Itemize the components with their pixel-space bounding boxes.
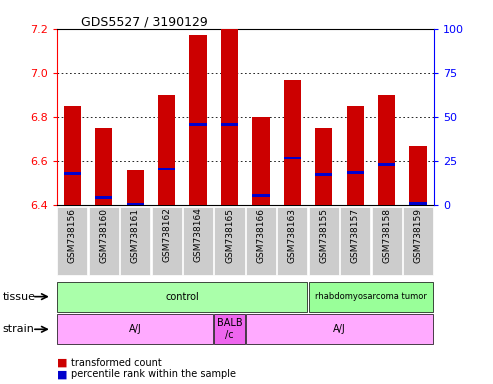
Bar <box>189 123 207 126</box>
Text: strain: strain <box>2 324 35 334</box>
Text: GSM738165: GSM738165 <box>225 208 234 263</box>
Text: transformed count: transformed count <box>71 358 162 368</box>
Text: GSM738164: GSM738164 <box>194 208 203 262</box>
Bar <box>57 281 308 312</box>
Text: GSM738163: GSM738163 <box>288 208 297 263</box>
Text: GSM738159: GSM738159 <box>414 208 423 263</box>
Text: GDS5527 / 3190129: GDS5527 / 3190129 <box>81 15 208 28</box>
Bar <box>89 207 119 275</box>
Bar <box>278 207 308 275</box>
Bar <box>246 314 433 344</box>
Bar <box>410 146 427 205</box>
Bar <box>183 207 213 275</box>
Bar <box>57 207 87 275</box>
Bar <box>378 95 395 205</box>
Bar <box>64 106 81 205</box>
Bar <box>309 207 339 275</box>
Bar <box>57 314 213 344</box>
Bar <box>403 207 433 275</box>
Text: percentile rank within the sample: percentile rank within the sample <box>71 369 237 379</box>
Bar <box>95 128 112 205</box>
Text: GSM738156: GSM738156 <box>68 208 77 263</box>
Text: ■: ■ <box>57 358 67 368</box>
Text: GSM738166: GSM738166 <box>256 208 266 263</box>
Bar <box>252 194 270 197</box>
Text: GSM738161: GSM738161 <box>131 208 140 263</box>
Bar <box>158 95 176 205</box>
Text: GSM738160: GSM738160 <box>99 208 108 263</box>
Bar <box>284 157 301 159</box>
Bar <box>284 79 301 205</box>
Bar <box>120 207 150 275</box>
Bar <box>214 207 245 275</box>
Text: rhabdomyosarcoma tumor: rhabdomyosarcoma tumor <box>315 292 427 301</box>
Bar <box>64 172 81 175</box>
Bar <box>127 203 144 206</box>
Bar <box>158 167 176 170</box>
Bar <box>127 170 144 205</box>
Bar <box>252 117 270 205</box>
Bar <box>95 196 112 199</box>
Text: GSM738155: GSM738155 <box>319 208 328 263</box>
Bar <box>152 207 182 275</box>
Bar <box>340 207 370 275</box>
Bar <box>221 123 238 126</box>
Text: tissue: tissue <box>2 291 35 302</box>
Bar <box>410 202 427 205</box>
Bar <box>309 281 433 312</box>
Text: control: control <box>166 291 199 302</box>
Text: GSM738158: GSM738158 <box>382 208 391 263</box>
Bar <box>214 314 245 344</box>
Bar <box>315 128 332 205</box>
Bar <box>246 207 276 275</box>
Bar <box>347 106 364 205</box>
Bar <box>315 173 332 176</box>
Text: BALB
/c: BALB /c <box>217 318 243 340</box>
Bar <box>221 29 238 205</box>
Text: GSM738162: GSM738162 <box>162 208 171 262</box>
Text: A/J: A/J <box>333 324 346 334</box>
Bar <box>347 171 364 174</box>
Bar <box>378 163 395 166</box>
Bar <box>372 207 402 275</box>
Text: GSM738157: GSM738157 <box>351 208 360 263</box>
Text: ■: ■ <box>57 369 67 379</box>
Bar <box>189 35 207 205</box>
Text: A/J: A/J <box>129 324 141 334</box>
